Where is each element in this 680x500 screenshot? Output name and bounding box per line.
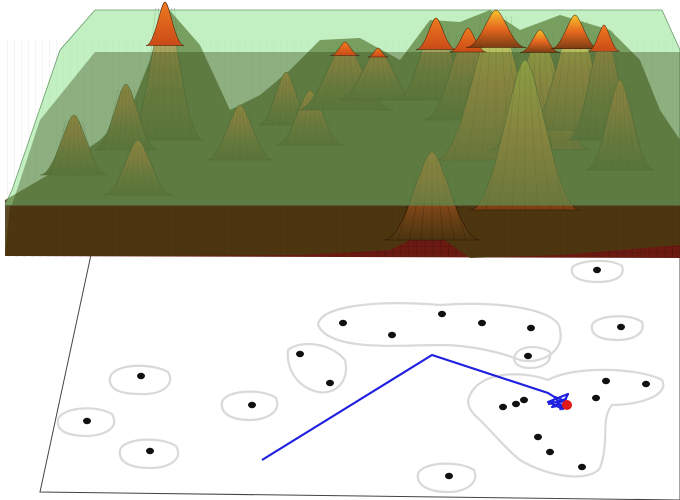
data-point	[296, 350, 304, 358]
peak-cap	[550, 14, 600, 49]
data-point	[438, 310, 446, 318]
data-point	[593, 266, 601, 274]
peak-cap	[330, 41, 360, 56]
peak-cap	[465, 9, 527, 48]
data-point	[592, 394, 600, 402]
peak-cap	[588, 24, 620, 52]
data-point	[534, 433, 542, 441]
data-point	[146, 447, 154, 455]
peak-cap	[145, 1, 185, 46]
data-point	[578, 463, 586, 471]
data-point	[478, 319, 486, 327]
threshold-plane	[4, 9, 680, 206]
peak-cap	[367, 47, 389, 58]
contour-region	[416, 462, 477, 494]
data-point	[512, 400, 520, 408]
data-point	[388, 331, 396, 339]
peak-cap	[519, 29, 561, 53]
contour-region	[467, 368, 665, 478]
contour-region	[220, 390, 279, 422]
contour-region	[570, 259, 624, 284]
data-point	[499, 403, 507, 411]
data-point	[339, 319, 347, 327]
data-point	[83, 417, 91, 425]
ground-plane	[39, 249, 680, 500]
plane-inner	[12, 52, 680, 205]
contour-region	[118, 438, 180, 470]
data-point	[527, 324, 535, 332]
goal-marker	[562, 400, 572, 410]
plane-outline	[39, 249, 680, 500]
data-point	[326, 379, 334, 387]
contour-region	[316, 302, 562, 363]
data-point	[602, 377, 610, 385]
data-point	[445, 472, 453, 480]
contour-regions	[56, 259, 665, 494]
peak-cap	[415, 17, 457, 50]
contour-region	[108, 364, 172, 396]
data-points	[83, 266, 650, 480]
contour-region	[513, 346, 552, 370]
search-path	[261, 353, 572, 461]
data-point	[524, 352, 532, 360]
data-point	[546, 448, 554, 456]
data-point	[642, 380, 650, 388]
surface-peaks-above-plane	[145, 1, 620, 58]
data-point	[248, 401, 256, 409]
contour-region	[56, 407, 116, 438]
data-point	[617, 323, 625, 331]
data-point	[137, 372, 145, 380]
data-point	[520, 396, 528, 404]
contour-region	[286, 343, 348, 394]
contour-region	[590, 315, 644, 342]
